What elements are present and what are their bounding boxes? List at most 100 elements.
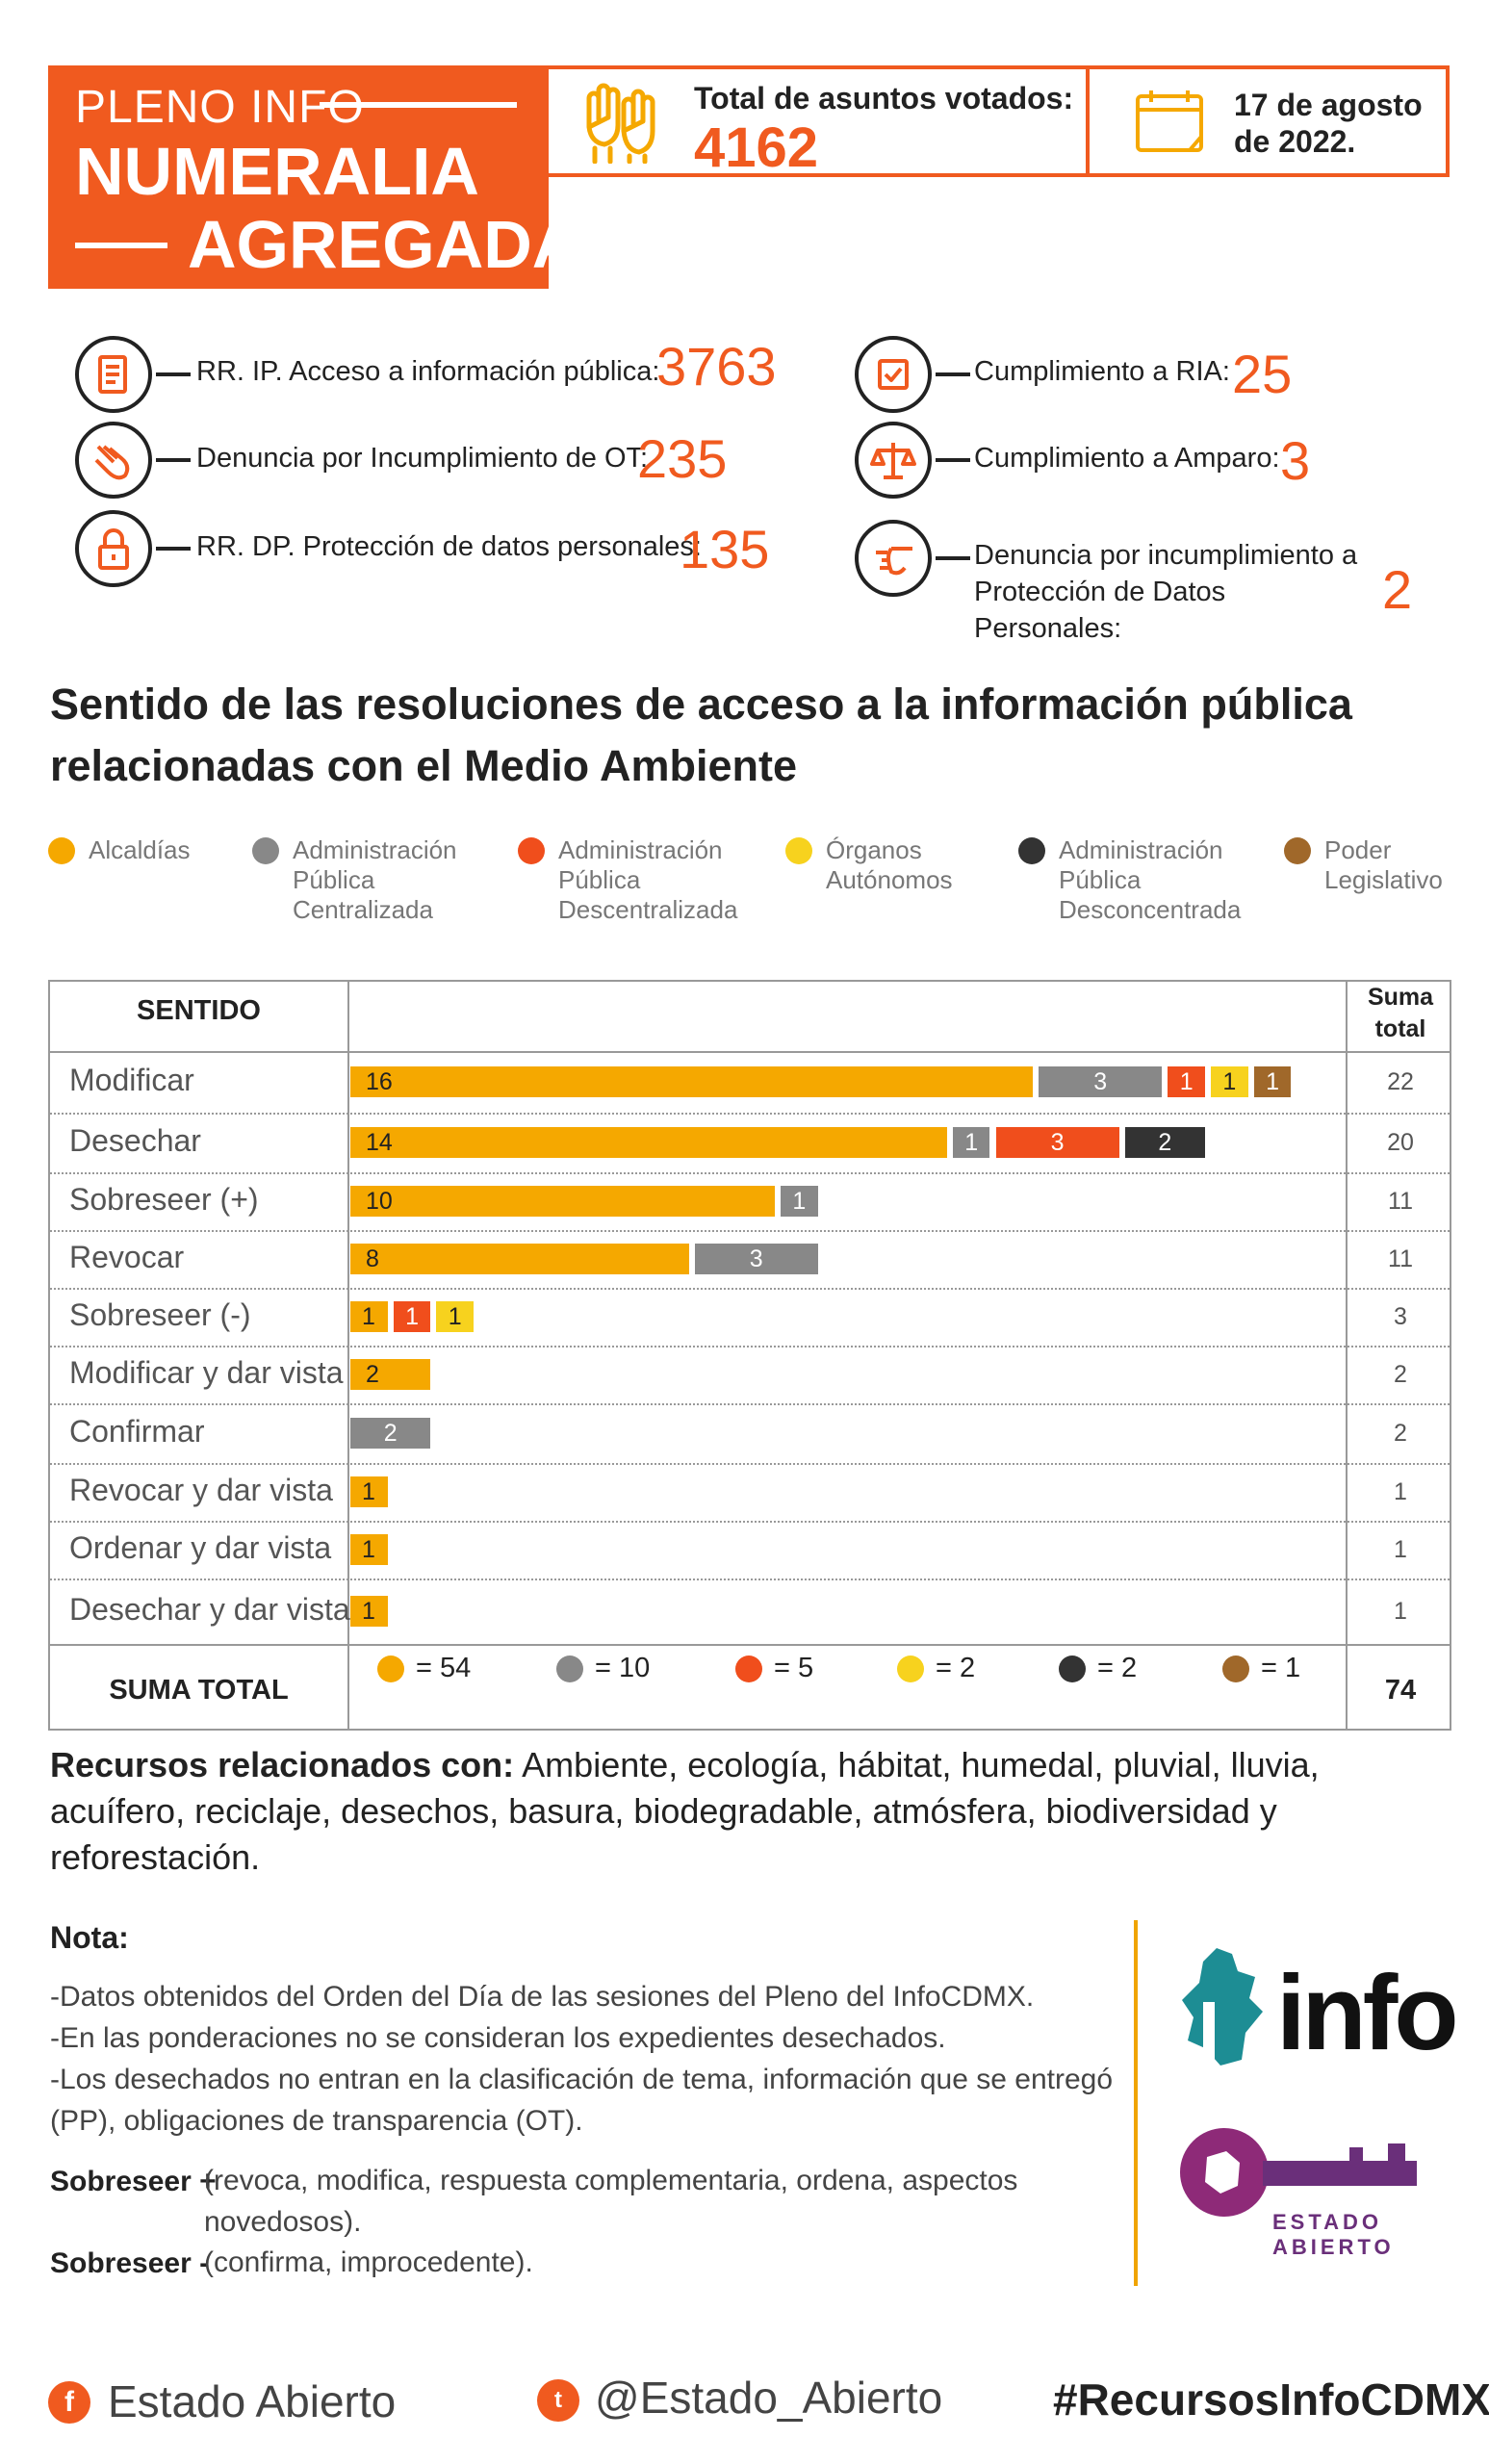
- series-total-value: = 2: [936, 1653, 976, 1683]
- nota-title: Nota:: [50, 1920, 129, 1955]
- nota-line: -Datos obtenidos del Orden del Día de la…: [50, 1981, 1035, 2013]
- legend-label: Poder Legislativo: [1324, 835, 1443, 894]
- grand-total: 74: [1384, 1675, 1417, 1706]
- header-rule: [50, 1051, 1450, 1053]
- stat-label: Cumplimiento a RIA:: [974, 356, 1230, 387]
- nota-divider: [1134, 1920, 1138, 2286]
- row-total: 1: [1394, 1536, 1407, 1563]
- chart-title: Sentido de las resoluciones de acceso a …: [50, 680, 1352, 790]
- twitter-icon[interactable]: t: [537, 2379, 579, 2422]
- bar-segment: 3: [694, 1244, 818, 1274]
- hashtag[interactable]: #RecursosInfoCDMX: [1053, 2374, 1489, 2425]
- legend-label: Órganos Autónomos: [826, 835, 953, 894]
- related-text: Ambiente, ecología, hábitat, humedal, pl…: [50, 1745, 1320, 1877]
- row-separator: [50, 1288, 1450, 1290]
- series-total-swatch: [735, 1656, 762, 1682]
- stat-value: 25: [1232, 344, 1293, 404]
- stat-connector: [156, 547, 191, 551]
- row-separator: [50, 1172, 1450, 1174]
- bar-segment: 10: [350, 1186, 775, 1217]
- footer-rule: [50, 1644, 1450, 1646]
- bar-segment: 14: [350, 1127, 947, 1158]
- row-label: Modificar y dar vista: [69, 1355, 344, 1390]
- sobreseer-plus-text: (revoca, modifica, respuesta complementa…: [204, 2165, 1018, 2238]
- series-total-swatch: [897, 1656, 924, 1682]
- stat-value: 235: [637, 428, 728, 489]
- title-divider: [320, 102, 517, 108]
- row-label: Sobreseer (+): [69, 1182, 259, 1217]
- series-total-swatch: [377, 1656, 404, 1682]
- stat-label: Cumplimiento a Amparo:: [974, 443, 1280, 474]
- sobreseer-minus-label: Sobreseer -: [50, 2247, 210, 2279]
- table-divider: [347, 980, 349, 1731]
- row-separator: [50, 1463, 1450, 1465]
- nota-line: (PP), obligaciones de transparencia (OT)…: [50, 2105, 583, 2137]
- stat-value: 3763: [656, 336, 777, 397]
- legend-label: Administración Pública Descentralizada: [558, 835, 738, 924]
- legend-swatch: [252, 837, 279, 864]
- calendar-icon: [1136, 90, 1203, 152]
- nota-line: -En las ponderaciones no se consideran l…: [50, 2022, 946, 2054]
- bar-segment: 1: [350, 1301, 388, 1332]
- bar-segment: 2: [1124, 1127, 1205, 1158]
- stat-connector: [156, 372, 191, 376]
- stat-connector: [156, 458, 191, 462]
- bar-segment: 1: [436, 1301, 475, 1332]
- row-separator: [50, 1113, 1450, 1115]
- stat-value: 135: [680, 519, 770, 579]
- sobreseer-plus-label: Sobreseer +: [50, 2166, 217, 2197]
- stat-connector: [936, 458, 970, 462]
- row-separator: [50, 1230, 1450, 1232]
- bar-segment: 1: [952, 1127, 990, 1158]
- nota-line: -Los desechados no entran en la clasific…: [50, 2064, 1114, 2095]
- legend-label: Administración Pública Centralizada: [293, 835, 457, 924]
- row-total: 22: [1387, 1068, 1414, 1095]
- series-total-value: = 2: [1097, 1653, 1138, 1683]
- stat-label: RR. DP. Protección de datos personales:: [196, 531, 702, 562]
- stat-label: Denuncia por incumplimiento a Protección…: [974, 540, 1358, 644]
- row-label: Desechar: [69, 1123, 201, 1158]
- stat-connector: [936, 372, 970, 376]
- series-total-swatch: [1222, 1656, 1249, 1682]
- series-total-value: = 10: [595, 1653, 651, 1683]
- facebook-handle[interactable]: Estado Abierto: [108, 2376, 397, 2426]
- document-icon: [75, 336, 152, 413]
- title-agregada: AGREGADA: [188, 207, 581, 282]
- legend-swatch: [1284, 837, 1311, 864]
- row-total: 1: [1394, 1598, 1407, 1625]
- bar-segment: 1: [350, 1596, 388, 1627]
- table-divider: [1346, 980, 1348, 1731]
- estado-abierto-logo: [1180, 2128, 1417, 2217]
- bar-segment: 2: [350, 1359, 431, 1390]
- row-separator: [50, 1403, 1450, 1405]
- legend-swatch: [785, 837, 812, 864]
- suma-total-label: SUMA TOTAL: [109, 1675, 289, 1706]
- row-label: Revocar: [69, 1240, 185, 1274]
- row-label: Sobreseer (-): [69, 1297, 251, 1332]
- stat-value: 3: [1280, 430, 1311, 491]
- legend-label: Alcaldías: [89, 835, 191, 864]
- row-total: 20: [1387, 1129, 1414, 1156]
- stat-value: 2: [1382, 559, 1413, 620]
- row-label: Confirmar: [69, 1414, 205, 1449]
- facebook-icon[interactable]: f: [48, 2381, 90, 2424]
- header-title-block: PLENO INFO NUMERALIA AGREGADA: [48, 65, 580, 289]
- series-total-value: = 1: [1261, 1653, 1301, 1683]
- bar-segment: 1: [1253, 1066, 1292, 1097]
- series-total-value: = 5: [774, 1653, 814, 1683]
- twitter-handle[interactable]: @Estado_Abierto: [595, 2373, 943, 2423]
- col-header-sentido: SENTIDO: [137, 995, 261, 1026]
- total-label: Total de asuntos votados:: [694, 81, 1074, 116]
- related-label: Recursos relacionados con:: [50, 1745, 515, 1784]
- cdmx-map-logo: [1182, 1948, 1263, 2066]
- bar-segment: 3: [1039, 1066, 1163, 1097]
- date-box: 17 de agosto de 2022.: [1086, 65, 1450, 177]
- bar-segment: 1: [393, 1301, 431, 1332]
- bar-segment: 1: [1211, 1066, 1248, 1097]
- row-separator: [50, 1346, 1450, 1348]
- row-total: 11: [1388, 1245, 1413, 1272]
- pointing-hand-right-icon: [855, 520, 932, 597]
- stat-label: Denuncia por Incumplimiento de OT:: [196, 443, 649, 474]
- checkbox-icon: [855, 336, 932, 413]
- title-numeralia: NUMERALIA: [75, 134, 479, 209]
